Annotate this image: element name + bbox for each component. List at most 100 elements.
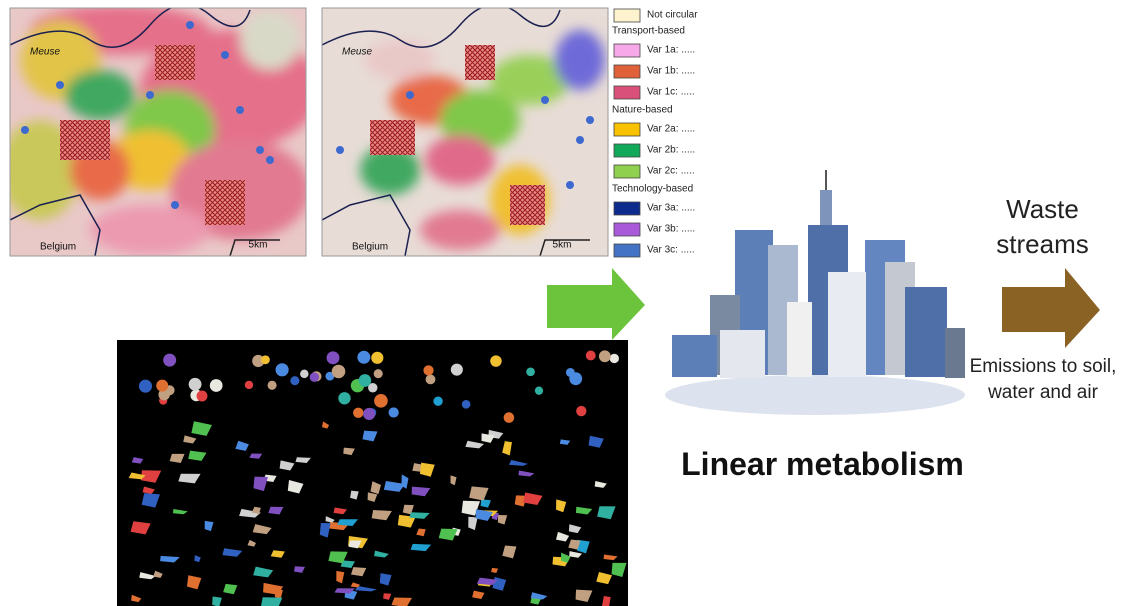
particle: [472, 590, 485, 599]
particle: [253, 566, 274, 578]
particle: [416, 528, 426, 537]
particle: [140, 470, 162, 483]
particle: [156, 379, 169, 392]
legend-swatch: [613, 122, 641, 137]
particle: [212, 596, 222, 606]
particle: [419, 462, 435, 477]
particle: [594, 481, 607, 488]
particle: [260, 355, 270, 365]
particle: [196, 390, 208, 402]
particle: [450, 363, 463, 376]
particle: [328, 551, 348, 564]
particle: [138, 379, 153, 393]
particle: [141, 493, 160, 508]
particle: [188, 377, 202, 391]
river-label: Meuse: [342, 47, 372, 58]
particle: [609, 353, 619, 364]
particle: [267, 380, 277, 390]
particle: [373, 369, 383, 379]
particle: [222, 548, 243, 557]
green-arrow: [547, 268, 645, 340]
particle: [423, 365, 434, 376]
particle: [309, 372, 320, 382]
particle: [391, 597, 412, 606]
particle: [130, 521, 151, 535]
scale-label: 5km: [553, 240, 572, 251]
particle: [209, 379, 223, 392]
particle: [131, 594, 142, 603]
particle: [491, 567, 499, 574]
particle: [565, 367, 575, 377]
particle: [367, 492, 378, 502]
particle: [331, 364, 346, 379]
microplastic-particles: [128, 350, 627, 606]
particle: [358, 374, 372, 387]
particle: [223, 583, 238, 595]
particle: [530, 592, 548, 600]
particle: [333, 507, 347, 515]
particle: [383, 593, 392, 600]
particle: [158, 388, 170, 401]
particle: [178, 473, 201, 484]
particle: [247, 539, 256, 547]
particle: [397, 514, 416, 528]
particle: [371, 351, 384, 364]
particle: [480, 499, 491, 508]
particle: [353, 407, 364, 419]
particle: [534, 386, 544, 395]
particle: [357, 350, 371, 364]
particle: [325, 516, 335, 523]
particle: [363, 407, 376, 420]
particle: [275, 363, 289, 377]
particle: [163, 353, 177, 367]
particle: [502, 441, 512, 456]
particle: [497, 514, 508, 525]
legend: Not circular Transport-based Var 1a: .....…: [612, 8, 698, 258]
particle: [481, 433, 495, 443]
particle: [468, 516, 478, 531]
particle: [585, 350, 596, 361]
particle: [518, 470, 535, 477]
title: Linear metabolism: [681, 446, 964, 482]
particle: [270, 550, 285, 558]
particle: [569, 551, 583, 558]
particle: [526, 367, 535, 377]
particle: [588, 435, 604, 448]
legend-swatch: [613, 222, 641, 237]
particle: [374, 550, 389, 558]
particle: [368, 383, 378, 393]
particle: [131, 457, 144, 464]
particle: [268, 506, 284, 515]
legend-heading: Transport-based: [612, 26, 685, 37]
particle: [522, 492, 543, 506]
particle: [294, 566, 306, 573]
particle: [469, 486, 489, 501]
particle: [568, 539, 581, 550]
particle: [556, 499, 567, 513]
map-labels: Meuse Belgium 5km Meuse Belgium 5km: [30, 47, 571, 253]
particle: [514, 495, 527, 507]
emissions-label: Emissions to soil, water and air: [969, 356, 1117, 403]
scale-label: 5km: [249, 240, 268, 251]
legend-label: Not circular: [647, 10, 698, 21]
particle: [561, 552, 571, 563]
legend-swatch: [613, 85, 641, 100]
legend-label: Var 3a: .....: [647, 203, 695, 214]
legend-swatch: [613, 201, 641, 216]
particle: [425, 374, 436, 385]
particle: [287, 480, 304, 494]
particle: [503, 412, 515, 423]
particle: [576, 405, 587, 417]
particle: [235, 440, 249, 451]
particle: [252, 524, 272, 535]
particle: [502, 545, 517, 559]
legend-heading: Technology-based: [612, 184, 693, 195]
particle: [490, 355, 502, 367]
particle: [172, 508, 188, 515]
particle: [596, 572, 612, 585]
legend-swatch: [613, 164, 641, 179]
particle: [338, 392, 351, 405]
particle: [321, 421, 330, 429]
particle: [337, 519, 358, 526]
